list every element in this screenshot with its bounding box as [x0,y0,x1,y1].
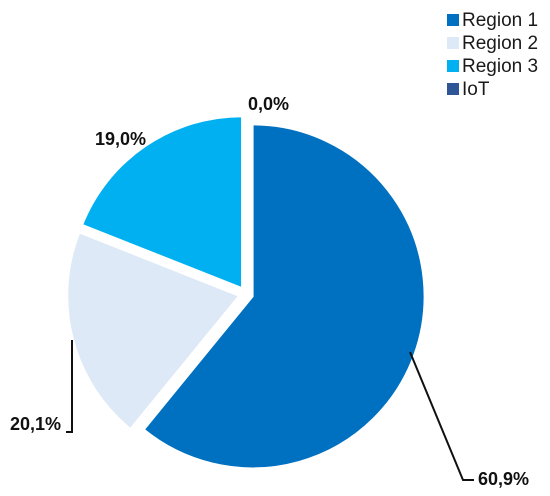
value-label: 0,0% [248,94,289,114]
legend-label: Region 2 [462,33,538,54]
legend-label: IoT [462,79,490,100]
leader-line [66,340,73,433]
legend-label: Region 1 [462,10,538,31]
legend-swatch [447,60,459,72]
value-label: 19,0% [95,129,146,149]
legend-swatch [447,14,459,26]
leader-line [409,351,474,481]
legend-label: Region 3 [462,56,538,77]
pie-slice [80,115,244,290]
legend-swatch [447,37,459,49]
value-label: 60,9% [478,469,529,489]
pie-slice [142,123,426,470]
value-label: 20,1% [10,414,61,434]
pie-slice [66,231,241,431]
legend-swatch [447,83,459,95]
